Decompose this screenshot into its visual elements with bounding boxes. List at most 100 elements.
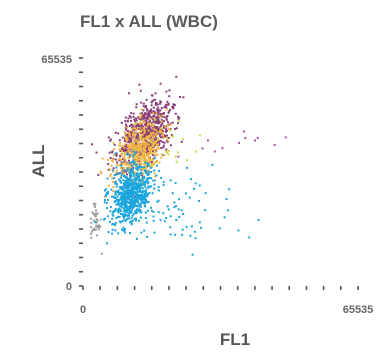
data-point [159,218,162,221]
data-point [123,213,126,216]
data-point [161,130,164,132]
data-point [136,172,139,175]
data-point [153,187,156,190]
data-point [128,212,131,215]
data-point [174,205,177,208]
data-point [127,156,130,159]
data-point [113,200,116,203]
data-point [127,206,130,209]
data-point [121,170,124,173]
data-point [169,129,172,132]
data-point [126,179,129,182]
data-point [129,154,132,157]
data-point [117,211,120,214]
data-point [144,123,146,126]
data-point [132,159,135,162]
data-point [118,178,121,181]
data-point [116,172,119,175]
data-point [91,229,94,232]
data-point [163,115,166,118]
data-point [142,137,145,140]
data-point [114,182,117,185]
data-point [132,188,135,191]
data-point [136,193,139,196]
data-point [152,215,155,218]
data-point [131,201,134,204]
data-point [130,142,132,145]
data-point [144,193,147,196]
data-point [152,219,155,222]
data-point [165,106,168,109]
data-point [158,142,161,145]
data-point [137,132,140,135]
data-point [143,182,146,185]
data-point [124,215,127,218]
data-point [117,189,120,192]
data-point [157,127,160,130]
data-point [142,105,145,108]
data-point [121,206,124,209]
data-point [167,140,170,143]
data-point [135,158,138,161]
data-point [115,169,118,172]
data-point [158,170,161,172]
data-point [140,197,143,200]
data-point [147,129,150,132]
data-point [165,129,167,132]
data-point [182,96,185,99]
data-point [166,100,169,103]
data-point [121,198,124,201]
data-point [107,136,110,139]
data-point [125,191,128,194]
data-point [140,129,143,132]
data-point [127,137,130,140]
data-point [133,162,135,165]
data-point [163,135,166,138]
data-point [137,161,140,164]
data-point [121,152,124,155]
data-point [154,129,157,132]
data-point [108,184,110,187]
data-point [150,164,153,166]
data-point [114,190,117,193]
data-point [122,207,125,210]
axis-ticks [79,57,359,290]
data-point [160,136,163,139]
data-point [178,198,181,201]
data-point [136,168,139,171]
data-point [115,198,118,201]
data-point [138,137,141,140]
data-point [153,128,156,131]
data-point [194,182,197,185]
data-point [166,134,168,137]
data-point [111,195,113,198]
data-point [120,173,123,176]
data-point [117,232,120,235]
data-point [145,164,148,167]
data-point [138,195,141,198]
data-point [175,75,178,78]
data-point [145,123,148,126]
data-point [145,98,148,101]
data-point [137,116,140,119]
data-point [135,198,138,201]
data-point [154,161,157,164]
data-point [135,204,138,207]
data-point [118,198,121,201]
data-point [122,184,125,187]
data-point [109,205,112,208]
data-point [105,191,108,194]
data-point [133,171,135,173]
data-point [151,162,154,165]
data-point [130,140,133,143]
data-point [109,175,112,177]
data-point [169,108,172,111]
data-point [130,182,133,185]
data-point [140,166,143,169]
data-point [144,170,146,173]
data-point [138,160,141,163]
data-point [149,185,152,188]
data-point [138,184,141,187]
data-point [169,215,172,218]
